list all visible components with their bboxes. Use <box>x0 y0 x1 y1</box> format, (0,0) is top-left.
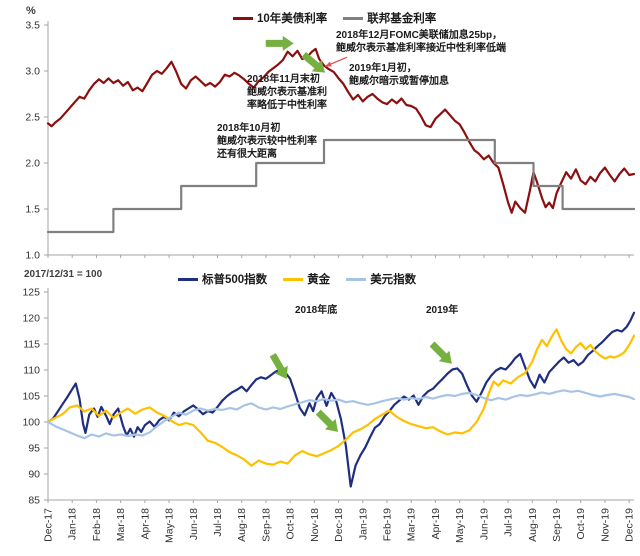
indices-chart: 85 90 95 100 105 110 115 120 125 Dec-17 Jan-18 Feb-… <box>22 287 636 544</box>
legend-label: 联邦基金利率 <box>367 13 437 25</box>
legend-swatch-icon <box>283 277 304 281</box>
green-arrow-icon <box>301 51 326 73</box>
legend-label: 黄金 <box>307 274 331 286</box>
series-line-2 <box>46 389 636 440</box>
legend-label: 10年美债利率 <box>257 13 328 25</box>
x-tick-label: Apr-18 <box>139 508 151 540</box>
legend-item: 美元指数 <box>346 271 416 287</box>
x-tick-label: Mar-19 <box>406 508 418 541</box>
legend-swatch-icon <box>178 277 198 281</box>
legend-swatch-icon <box>346 277 367 281</box>
x-tick-label: Sep-18 <box>260 508 272 542</box>
x-tick-label: Jul-18 <box>212 508 224 537</box>
x-tick-label: Feb-18 <box>91 508 103 541</box>
series-line-1 <box>46 138 636 234</box>
x-tick-label: Jun-18 <box>188 508 200 540</box>
x-tick-label: Apr-19 <box>430 508 442 540</box>
y-tick-label: 1.0 <box>25 250 40 261</box>
x-tick-label: Nov-19 <box>599 508 611 542</box>
y-tick-label: 110 <box>23 365 40 377</box>
x-tick-label: Dec-18 <box>333 508 345 542</box>
y-tick-label: 2.5 <box>25 112 40 124</box>
x-tick-label: Jul-19 <box>503 508 515 537</box>
pointer-arrowhead-icon <box>325 61 332 67</box>
x-tick-label: May-19 <box>454 508 466 543</box>
x-tick-label: Aug-18 <box>236 508 248 542</box>
annotation-late-2018: 2018年底 <box>295 305 338 316</box>
x-tick-label: Dec-19 <box>624 508 636 542</box>
x-tick-label: Nov-18 <box>309 508 321 542</box>
series-line-0 <box>46 311 636 488</box>
series-line-1 <box>46 328 636 467</box>
treasury-fed-rate-chart: 1.0 1.5 2.0 2.5 3.0 3.5 <box>25 20 636 261</box>
green-arrow-icon <box>265 35 294 51</box>
annotation-fomc-dec2018: 2018年12月FOMC美联储加息25bp， 鲍威尔表示基准利率接近中性利率低端 <box>336 30 506 54</box>
y-tick-label: 115 <box>23 339 40 351</box>
y-tick-label: 3.0 <box>25 66 40 78</box>
green-arrow-icon <box>315 409 339 432</box>
y-tick-label: 95 <box>28 443 40 455</box>
y-tick-label: 105 <box>22 391 40 403</box>
y-tick-label: 125 <box>22 287 40 299</box>
x-tick-label: Feb-19 <box>382 508 394 541</box>
x-tick-label: Jun-19 <box>478 508 490 540</box>
y-tick-label: 3.5 <box>25 20 40 32</box>
x-tick-label: May-18 <box>164 508 176 543</box>
index-base-note: 2017/12/31 = 100 <box>24 269 103 280</box>
y-tick-label: 120 <box>22 313 40 325</box>
legend-label: 标普500指数 <box>202 274 268 286</box>
x-tick-label: Aug-19 <box>527 508 539 542</box>
legend-item: 黄金 <box>283 271 330 287</box>
y-tick-label: 2.0 <box>25 158 40 170</box>
x-tick-label: Oct-18 <box>285 508 297 540</box>
x-tick-label: Dec-17 <box>43 508 55 542</box>
green-arrow-icon <box>429 341 452 364</box>
legend-swatch-icon <box>343 16 364 20</box>
top-y-axis-unit: % <box>26 5 36 17</box>
annotation-2019: 2019年 <box>426 305 459 316</box>
y-tick-label: 90 <box>28 469 40 481</box>
annotation-oct2018: 2018年10月初 鲍威尔表示较中性利率 还有很大距离 <box>217 123 317 160</box>
x-tick-label: Jan-18 <box>67 508 79 540</box>
x-tick-label: Jan-19 <box>357 508 369 540</box>
x-tick-label: Sep-19 <box>551 508 563 542</box>
annotation-nov2018: 2018年11月末初 鲍威尔表示基准利 率略低于中性利率 <box>247 74 327 111</box>
x-tick-label: Oct-19 <box>575 508 587 540</box>
legend-label: 美元指数 <box>370 274 417 286</box>
green-arrow-icon <box>269 353 288 380</box>
y-tick-label: 100 <box>22 417 40 429</box>
bottom-legend: 标普500指数 黄金 美元指数 <box>178 271 416 287</box>
y-tick-label: 85 <box>28 495 40 507</box>
legend-swatch-icon <box>233 16 253 20</box>
legend-item: 联邦基金利率 <box>343 10 436 26</box>
annotation-jan2019: 2019年1月初， 鲍威尔暗示或暂停加息 <box>349 63 449 87</box>
legend-item: 10年美债利率 <box>233 10 327 26</box>
y-tick-label: 1.5 <box>25 204 40 216</box>
top-legend: 10年美债利率 联邦基金利率 <box>233 10 436 26</box>
series-line-0 <box>46 47 636 214</box>
x-tick-label: Mar-18 <box>115 508 127 541</box>
legend-item: 标普500指数 <box>178 271 267 287</box>
